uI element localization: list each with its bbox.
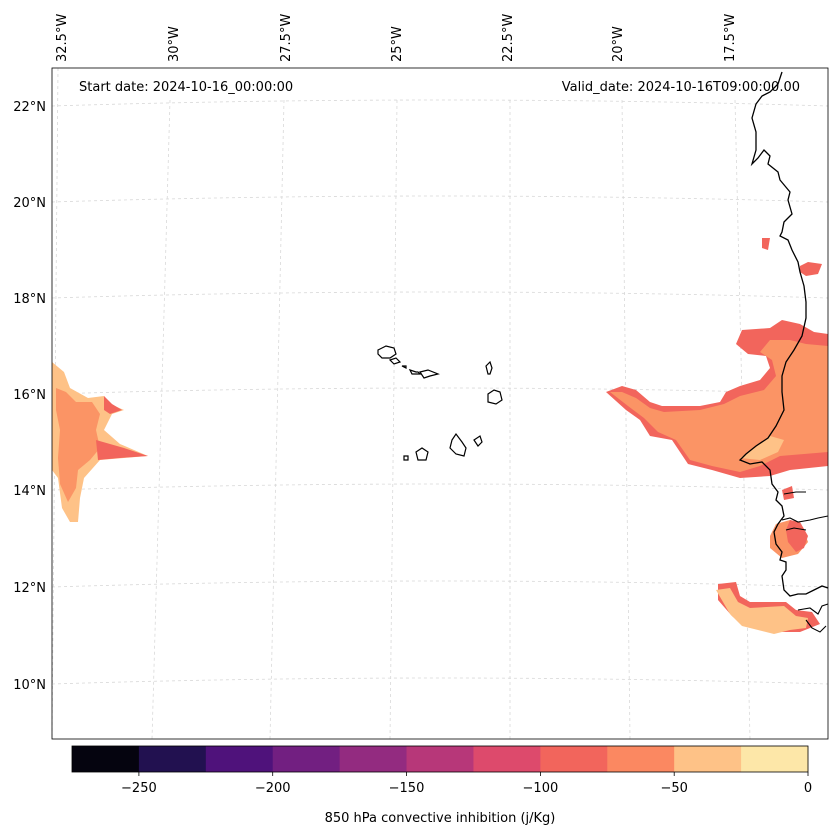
lon-label: 20°W bbox=[611, 26, 626, 62]
map-border bbox=[51, 67, 829, 740]
map-panel: Start date: 2024-10-16_00:00:00 Valid_da… bbox=[51, 67, 829, 740]
colorbar-swatch bbox=[473, 746, 541, 772]
colorbar-swatch bbox=[72, 746, 140, 772]
colorbar-tick-label: −100 bbox=[523, 781, 559, 796]
cin-area-southeast bbox=[716, 582, 820, 634]
cin-fill-dark bbox=[762, 238, 822, 276]
colorbar-ticks bbox=[138, 772, 809, 776]
lat-label: 14°N bbox=[13, 484, 46, 499]
colorbar-tick-label: −250 bbox=[121, 781, 157, 796]
island-maio bbox=[473, 435, 483, 447]
map-background bbox=[52, 68, 828, 739]
lat-label: 18°N bbox=[13, 292, 46, 307]
lat-label: 16°N bbox=[13, 388, 46, 403]
lat-label: 20°N bbox=[13, 196, 46, 211]
latitude-labels: 22°N 20°N 18°N 16°N 14°N 12°N 10°N bbox=[13, 100, 46, 693]
lat-label: 22°N bbox=[13, 100, 46, 115]
coastline bbox=[738, 71, 829, 597]
lat-label: 10°N bbox=[13, 678, 46, 693]
valid-date-label: Valid_date: 2024-10-16T09:00:00.00 bbox=[562, 80, 800, 95]
cin-fill-dark bbox=[786, 520, 808, 552]
cin-fill-light bbox=[740, 436, 784, 460]
coastline-estuary bbox=[781, 491, 829, 633]
colorbar-swatch bbox=[607, 746, 675, 772]
colorbar: −250 −200 −150 −100 −50 0 850 hPa convec… bbox=[71, 745, 812, 826]
colorbar-swatches bbox=[72, 746, 809, 772]
colorbar-swatch bbox=[406, 746, 474, 772]
island-sao-nicolau bbox=[408, 368, 422, 375]
cin-fill-light bbox=[716, 588, 808, 634]
lon-label: 17.5°W bbox=[723, 14, 738, 62]
lat-label: 12°N bbox=[13, 581, 46, 596]
colorbar-swatch bbox=[540, 746, 608, 772]
cape-verde-islands bbox=[377, 345, 503, 461]
island-sao-vicente bbox=[388, 357, 402, 365]
island-brava bbox=[403, 455, 409, 461]
colorbar-swatch bbox=[674, 746, 742, 772]
cin-area-west bbox=[52, 362, 148, 522]
colorbar-swatch bbox=[205, 746, 274, 772]
lon-label: 25°W bbox=[390, 26, 405, 62]
lon-label: 30°W bbox=[167, 26, 182, 62]
island-sao-nicolau-east bbox=[419, 369, 440, 379]
lon-label: 32.5°W bbox=[55, 14, 70, 62]
lon-label: 27.5°W bbox=[279, 14, 294, 62]
colorbar-label: 850 hPa convective inhibition (j/Kg) bbox=[325, 811, 556, 826]
cin-fill-dark bbox=[96, 396, 148, 460]
island-santiago bbox=[449, 432, 467, 457]
colorbar-tick-label: −150 bbox=[389, 781, 425, 796]
island-sal bbox=[485, 360, 493, 375]
colorbar-tick-label: −200 bbox=[255, 781, 291, 796]
island-boa-vista bbox=[487, 389, 503, 405]
island-santa-luzia bbox=[401, 365, 407, 369]
colorbar-tick-label: −50 bbox=[660, 781, 687, 796]
colorbar-border bbox=[71, 745, 809, 773]
colorbar-swatch bbox=[272, 746, 341, 772]
colorbar-swatch bbox=[339, 746, 408, 772]
colorbar-swatch bbox=[138, 746, 207, 772]
island-santo-antao bbox=[377, 345, 397, 359]
colorbar-tick-label: 0 bbox=[804, 781, 812, 796]
start-date-label: Start date: 2024-10-16_00:00:00 bbox=[79, 80, 293, 95]
colorbar-swatch bbox=[741, 746, 809, 772]
longitude-labels: 32.5°W 30°W 27.5°W 25°W 22.5°W 20°W 17.5… bbox=[55, 14, 738, 62]
cin-fill-mid bbox=[56, 388, 100, 502]
lon-label: 22.5°W bbox=[501, 14, 516, 62]
island-fogo bbox=[415, 447, 429, 461]
